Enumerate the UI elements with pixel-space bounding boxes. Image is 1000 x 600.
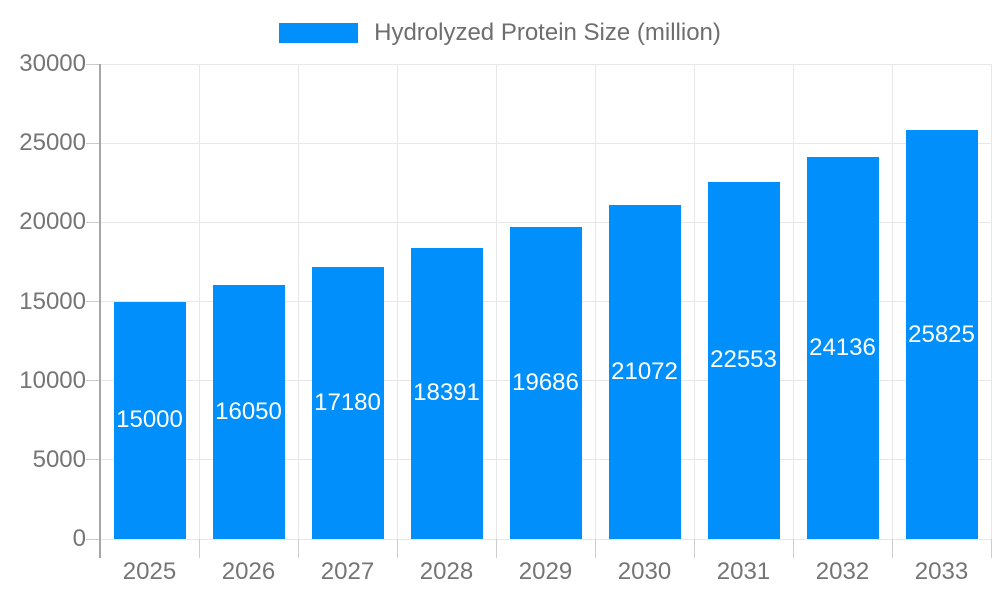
x-gridline [891, 64, 893, 539]
x-tick-label: 2028 [419, 558, 474, 585]
y-gridline [100, 538, 991, 540]
x-axis-tick [594, 539, 596, 558]
x-tick-label: 2030 [617, 558, 672, 585]
legend-label: Hydrolyzed Protein Size (million) [374, 19, 721, 46]
y-tick-label: 0 [72, 525, 86, 552]
x-tick-label: 2033 [914, 558, 969, 585]
x-gridline [792, 64, 794, 539]
y-tick-label: 30000 [19, 50, 86, 77]
x-tick-label: 2027 [320, 558, 375, 585]
bar[interactable]: 25825 [905, 130, 978, 539]
y-gridline [100, 221, 991, 223]
x-gridline [990, 64, 992, 539]
bar-value-label: 24136 [809, 333, 876, 361]
bar[interactable]: 18391 [410, 247, 483, 539]
x-tick-label: 2026 [221, 558, 276, 585]
x-axis-tick [693, 539, 695, 558]
bar-value-label: 16050 [215, 397, 282, 425]
bar[interactable]: 21072 [608, 205, 681, 539]
y-axis-line [99, 64, 101, 558]
y-axis-tick [86, 459, 100, 461]
y-tick-label: 15000 [19, 287, 86, 315]
x-gridline [495, 64, 497, 539]
bar[interactable]: 24136 [806, 156, 879, 539]
y-tick-label: 25000 [19, 129, 86, 157]
bar-value-label: 21072 [611, 358, 678, 386]
legend-swatch[interactable] [279, 23, 359, 43]
y-tick-label: 20000 [19, 208, 86, 236]
x-axis-tick [297, 539, 299, 558]
bar-value-label: 18391 [413, 379, 480, 407]
x-axis-tick [396, 539, 398, 558]
legend[interactable]: Hydrolyzed Protein Size (million) [0, 19, 1000, 47]
x-axis-tick [495, 539, 497, 558]
x-gridline [198, 64, 200, 539]
x-gridline [396, 64, 398, 539]
bar-value-label: 19686 [512, 369, 579, 397]
x-axis-tick [198, 539, 200, 558]
y-axis-tick [86, 538, 100, 540]
y-axis-tick [86, 380, 100, 382]
x-gridline [297, 64, 299, 539]
y-gridline [100, 142, 991, 144]
bar-value-label: 22553 [710, 346, 777, 374]
y-axis-tick [86, 63, 100, 65]
bar[interactable]: 15000 [113, 301, 186, 539]
bar[interactable]: 19686 [509, 227, 582, 539]
x-gridline [693, 64, 695, 539]
bar-value-label: 15000 [116, 406, 183, 434]
x-axis-tick [792, 539, 794, 558]
bar[interactable]: 16050 [212, 284, 285, 539]
bar-value-label: 17180 [314, 388, 381, 416]
x-axis-tick [990, 539, 992, 558]
y-axis-tick [86, 221, 100, 223]
x-tick-label: 2029 [518, 558, 573, 585]
bar[interactable]: 17180 [311, 266, 384, 539]
y-axis-tick [86, 142, 100, 144]
bar-value-label: 25825 [908, 320, 975, 348]
x-tick-label: 2032 [815, 558, 870, 585]
y-axis-tick [86, 301, 100, 302]
x-tick-label: 2031 [716, 558, 771, 585]
x-gridline [594, 64, 596, 539]
y-gridline [100, 63, 991, 65]
bar[interactable]: 22553 [707, 181, 780, 539]
x-axis-tick [891, 539, 893, 558]
y-tick-label: 10000 [19, 366, 86, 394]
y-tick-label: 5000 [32, 445, 86, 473]
x-tick-label: 2025 [122, 558, 177, 585]
